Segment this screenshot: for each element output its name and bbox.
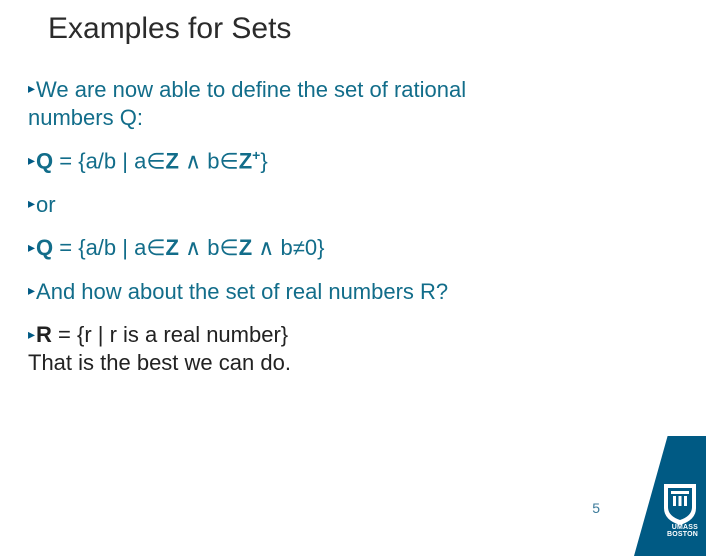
logo-line2: BOSTON	[667, 531, 698, 538]
bullet-arrow-icon: ▸	[28, 326, 35, 344]
element-of-icon: ∈	[146, 148, 165, 173]
bullet-arrow-icon: ▸	[28, 239, 35, 257]
element-of-icon: ∈	[146, 235, 165, 260]
q2-Q: Q	[36, 235, 53, 260]
q1-Z1: Z	[166, 148, 186, 173]
page-number: 5	[592, 500, 600, 516]
bullet-arrow-icon: ▸	[28, 152, 35, 170]
q2-Z1: Z	[166, 235, 186, 260]
q1-Z2: Z	[239, 148, 252, 173]
bullet-arrow-icon: ▸	[28, 80, 35, 98]
q2-Z2: Z	[239, 235, 259, 260]
bullet-real-q: ▸And how about the set of real numbers R…	[28, 278, 692, 306]
q2-b: b	[201, 235, 219, 260]
r-def: = {r | r is a real number}	[52, 322, 288, 347]
q1-close: }	[260, 148, 267, 173]
and-icon: ∧	[258, 235, 274, 260]
bullet-or: ▸or	[28, 191, 692, 219]
slide: Examples for Sets ▸We are now able to de…	[0, 0, 720, 540]
q2-zero: 0}	[305, 235, 325, 260]
real-question: And how about the set of real numbers R?	[36, 279, 448, 304]
intro-line-1: We are now able to define the set of rat…	[36, 77, 466, 102]
bullet-q2: ▸Q = {a/b | a∈Z ∧ b∈Z ∧ b≠0}	[28, 234, 692, 262]
and-icon: ∧	[185, 235, 201, 260]
logo-text: UMASS BOSTON	[667, 524, 698, 538]
best-line: That is the best we can do.	[28, 350, 291, 375]
q1-Q: Q	[36, 148, 53, 173]
bullet-r-def: ▸R = {r | r is a real number} That is th…	[28, 321, 692, 376]
r-R: R	[36, 322, 52, 347]
bullet-intro: ▸We are now able to define the set of ra…	[28, 76, 692, 131]
q2-b2: b	[274, 235, 292, 260]
and-icon: ∧	[185, 148, 201, 173]
bullet-arrow-icon: ▸	[28, 195, 35, 213]
intro-line-2: numbers Q:	[28, 105, 143, 130]
q1-b: b	[201, 148, 219, 173]
element-of-icon: ∈	[220, 235, 239, 260]
slide-title: Examples for Sets	[28, 12, 692, 46]
umass-shield-icon	[660, 482, 700, 526]
umass-logo: UMASS BOSTON	[620, 456, 706, 556]
slide-body: ▸We are now able to define the set of ra…	[28, 76, 692, 376]
element-of-icon: ∈	[220, 148, 239, 173]
logo-line1: UMASS	[672, 524, 698, 531]
q2-mid: = {a/b | a	[53, 235, 146, 260]
q1-mid: = {a/b | a	[53, 148, 146, 173]
or-text: or	[36, 192, 56, 217]
bullet-arrow-icon: ▸	[28, 282, 35, 300]
not-equal-icon: ≠	[293, 235, 305, 260]
bullet-q1: ▸Q = {a/b | a∈Z ∧ b∈Z+}	[28, 147, 692, 175]
